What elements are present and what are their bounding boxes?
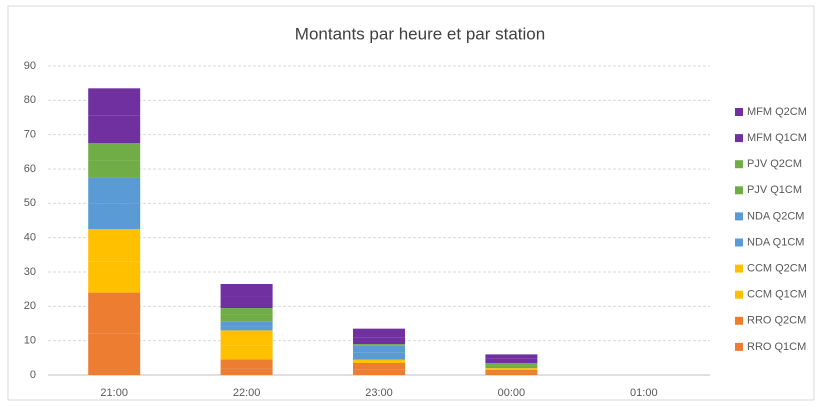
legend-swatch	[735, 238, 743, 247]
legend-swatch	[735, 264, 743, 273]
legend-label: MFM Q2CM	[747, 106, 807, 118]
legend-swatch	[735, 316, 743, 325]
x-tick-label: 22:00	[233, 387, 261, 399]
bar-segment	[88, 203, 141, 230]
chart-title: Montants par heure et par station	[295, 24, 545, 43]
x-tick-label: 23:00	[365, 387, 393, 399]
y-tick-label: 40	[24, 232, 36, 244]
y-tick-label: 50	[24, 197, 36, 209]
bar-segment	[485, 369, 538, 373]
legend-swatch	[735, 160, 743, 169]
bar-segment	[220, 345, 273, 360]
legend-label: NDA Q2CM	[747, 210, 804, 222]
legend-label: PJV Q1CM	[747, 184, 802, 196]
bar-segment	[353, 328, 405, 338]
legend-swatch	[735, 290, 743, 299]
bar-segment	[353, 344, 405, 346]
bar-segment	[485, 372, 538, 375]
legend-swatch	[735, 212, 743, 221]
legend-label: RRO Q2CM	[747, 315, 806, 327]
bar-segment	[88, 115, 141, 144]
bar-segment	[220, 330, 273, 346]
bar-segment	[485, 368, 538, 370]
x-tick-label: 00:00	[498, 387, 526, 399]
bar-segment	[220, 296, 273, 309]
bar-segment	[88, 177, 141, 204]
bar-segment	[88, 292, 141, 334]
bar-segment	[485, 362, 538, 366]
y-tick-label: 60	[24, 163, 36, 175]
bar-segment	[88, 333, 141, 375]
bar-segment	[220, 308, 273, 315]
bar-segment	[485, 354, 538, 359]
legend-swatch	[735, 342, 743, 351]
y-tick-label: 90	[24, 60, 36, 72]
y-tick-label: 80	[24, 94, 36, 106]
bar-segment	[88, 229, 141, 262]
bar-segment	[485, 358, 538, 363]
legend-swatch	[735, 108, 743, 116]
bar-segment	[88, 160, 141, 178]
bar-segment	[88, 88, 141, 116]
bar-segment	[353, 362, 405, 370]
bar-segment	[88, 261, 141, 293]
legend-label: NDA Q1CM	[747, 236, 804, 248]
x-tick-label: 01:00	[630, 387, 658, 399]
legend-swatch	[735, 134, 743, 143]
x-tick-label: 21:00	[100, 387, 128, 399]
bar-segment	[220, 314, 273, 322]
bar-segment	[353, 337, 405, 345]
legend-label: MFM Q1CM	[747, 132, 807, 144]
bar-segment	[353, 361, 405, 363]
bar-segment	[88, 143, 141, 161]
bar-segment	[220, 326, 273, 331]
legend-swatch	[735, 186, 743, 195]
bar-segment	[353, 345, 405, 353]
bar-segment	[220, 359, 273, 369]
bar-segment	[353, 359, 405, 362]
y-tick-label: 0	[30, 369, 36, 381]
bar-segment	[220, 321, 273, 327]
legend-label: PJV Q2CM	[747, 158, 802, 170]
bar-segment	[353, 352, 405, 360]
bar-segment	[220, 284, 273, 297]
legend-label: CCM Q2CM	[747, 263, 807, 275]
y-tick-label: 10	[24, 335, 36, 347]
y-tick-label: 70	[24, 129, 36, 141]
y-tick-label: 20	[24, 300, 36, 312]
y-tick-label: 30	[24, 266, 36, 278]
bar-segment	[220, 368, 273, 375]
bar-segment	[353, 369, 405, 375]
bar-segment	[485, 365, 538, 369]
legend-label: CCM Q1CM	[747, 289, 807, 301]
legend-label: RRO Q1CM	[747, 341, 806, 353]
